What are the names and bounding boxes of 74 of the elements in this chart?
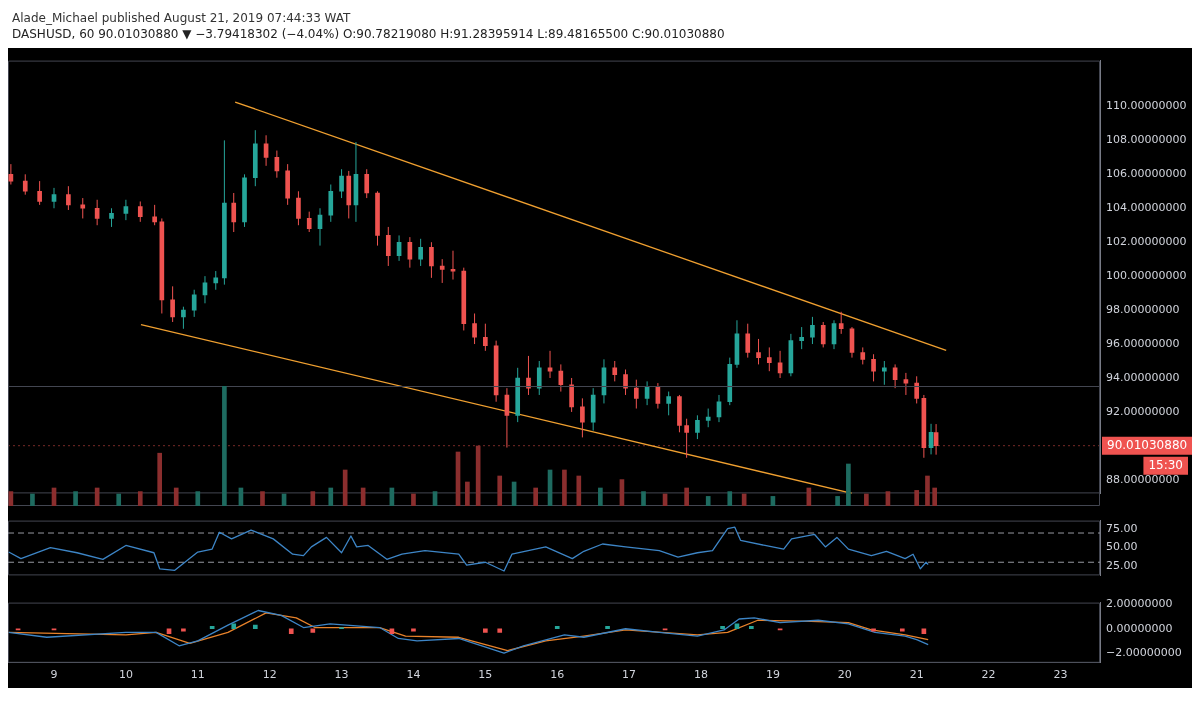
bar bbox=[576, 475, 582, 506]
bar bbox=[411, 493, 416, 506]
x-tick-label: 9 bbox=[50, 668, 58, 682]
bar bbox=[914, 490, 920, 506]
bar bbox=[864, 493, 869, 506]
y-tick-label: 75.00 bbox=[1106, 522, 1138, 536]
y-tick-label: −2.00000000 bbox=[1106, 645, 1182, 659]
bar bbox=[73, 491, 78, 506]
y-tick-label: 96.00000000 bbox=[1106, 336, 1180, 350]
y-tick-label: 110.00000000 bbox=[1106, 99, 1187, 113]
bar bbox=[222, 386, 227, 506]
bar bbox=[137, 491, 143, 506]
bar bbox=[598, 487, 603, 506]
bar bbox=[116, 493, 122, 506]
bar bbox=[30, 493, 35, 506]
y-tick-label: 92.00000000 bbox=[1106, 404, 1180, 418]
chart-subtitle: Alade_Michael published August 21, 2019 07:44:33 WAT bbox=[11, 10, 352, 25]
candlestick bbox=[695, 414, 700, 440]
bar bbox=[195, 491, 201, 506]
candlestick bbox=[871, 353, 876, 382]
candlestick bbox=[860, 346, 866, 365]
bar bbox=[835, 496, 840, 506]
candlestick bbox=[472, 312, 477, 345]
y-tick-label: 104.00000000 bbox=[1106, 201, 1187, 215]
x-tick-label: 19 bbox=[765, 668, 780, 682]
bar bbox=[705, 496, 711, 506]
x-tick-label: 18 bbox=[694, 668, 709, 682]
bar bbox=[157, 452, 163, 506]
candlestick bbox=[882, 360, 887, 386]
y-tick-label: 98.00000000 bbox=[1106, 302, 1180, 316]
candlestick bbox=[666, 391, 671, 416]
x-tick-label: 12 bbox=[262, 668, 277, 682]
y-tick-label: 88.00000000 bbox=[1106, 472, 1180, 486]
y-tick-label: 102.00000000 bbox=[1106, 235, 1187, 249]
bar bbox=[465, 481, 470, 506]
bar bbox=[846, 463, 851, 506]
x-tick-label: 20 bbox=[837, 668, 852, 682]
bar bbox=[310, 491, 316, 506]
x-tick-label: 15 bbox=[478, 668, 493, 682]
x-tick-label: 10 bbox=[118, 668, 133, 682]
x-tick-label: 13 bbox=[334, 668, 349, 682]
candlestick bbox=[418, 238, 423, 267]
bar bbox=[260, 491, 265, 506]
y-tick-label: 50.00 bbox=[1106, 540, 1138, 554]
x-tick-label: 11 bbox=[190, 668, 205, 682]
y-tick-label: 2.00000000 bbox=[1106, 597, 1173, 611]
x-tick-label: 22 bbox=[981, 668, 996, 682]
candlestick bbox=[684, 418, 689, 459]
x-tick-label: 14 bbox=[406, 668, 421, 682]
text: 15:30 bbox=[1148, 457, 1184, 472]
candlestick bbox=[612, 360, 618, 382]
chart-title: DASHUSD, 60 90.01030880 ▼ −3.79418302 (−4.04%) O:90.78219080 H:91.28395914 L:89.48165500 C:90.01030880 bbox=[11, 26, 726, 41]
y-tick-label: 25.00 bbox=[1106, 558, 1138, 572]
y-tick-label: 108.00000000 bbox=[1106, 133, 1187, 147]
bar bbox=[932, 487, 937, 506]
candlestick bbox=[810, 316, 815, 345]
bar bbox=[641, 491, 646, 506]
y-tick-label: 94.00000000 bbox=[1106, 370, 1180, 384]
bar bbox=[173, 487, 179, 506]
bar bbox=[727, 491, 733, 506]
x-tick-label: 16 bbox=[550, 668, 565, 682]
y-tick-label: 100.00000000 bbox=[1106, 269, 1187, 283]
ref-line-label: 90.01030880 bbox=[1107, 437, 1188, 452]
bar bbox=[562, 469, 567, 506]
bar bbox=[328, 487, 334, 506]
bar bbox=[497, 475, 503, 506]
bar bbox=[684, 487, 689, 506]
x-tick-label: 23 bbox=[1053, 668, 1068, 682]
x-tick-label: 17 bbox=[622, 668, 637, 682]
x-tick-label: 21 bbox=[909, 668, 924, 682]
bar bbox=[533, 487, 538, 506]
y-tick-label: 106.00000000 bbox=[1106, 167, 1187, 181]
y-tick-label: 0.00000000 bbox=[1106, 621, 1173, 635]
bar bbox=[925, 475, 930, 506]
